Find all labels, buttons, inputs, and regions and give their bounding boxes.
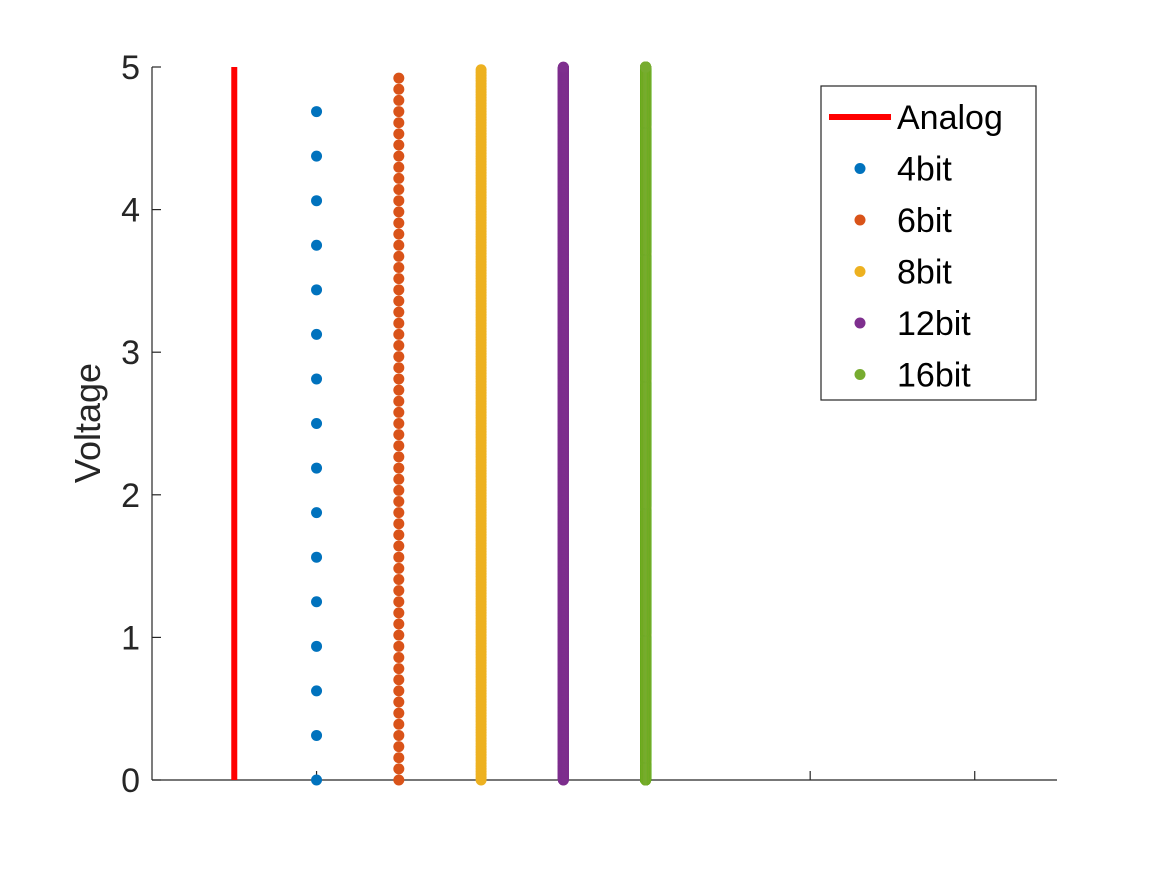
data-point [311,106,322,117]
data-point [393,418,404,429]
data-point [393,173,404,184]
data-point [393,429,404,440]
data-point [393,552,404,563]
data-point [393,518,404,529]
data-point [393,619,404,630]
data-point [393,329,404,340]
data-point [393,763,404,774]
data-point [393,84,404,95]
y-tick-label: 4 [121,192,140,230]
y-tick-labels: 0 1 2 3 4 5 [121,49,140,800]
data-point [393,607,404,618]
data-point [393,463,404,474]
data-point [393,641,404,652]
data-point [393,697,404,708]
data-point [311,195,322,206]
data-point [311,329,322,340]
data-point [311,641,322,652]
data-point [393,563,404,574]
data-point [393,206,404,217]
data-point [311,240,322,251]
data-point [311,507,322,518]
data-point [393,596,404,607]
data-point [393,407,404,418]
y-tick-label: 0 [121,762,140,800]
data-point [393,128,404,139]
data-point [393,440,404,451]
data-point [393,652,404,663]
data-point [393,184,404,195]
data-point [393,474,404,485]
data-point [393,117,404,128]
data-point [393,307,404,318]
y-axis-label: Voltage [67,363,108,483]
data-point [393,217,404,228]
y-tick-label: 1 [121,619,140,657]
data-point [311,418,322,429]
data-point [393,775,404,786]
data-point [393,496,404,507]
data-point [393,195,404,206]
data-point [311,775,322,786]
data-point [311,552,322,563]
data-point [311,685,322,696]
series-6bit [393,73,404,786]
data-point [393,396,404,407]
data-point [476,64,487,75]
data-point [393,663,404,674]
data-point [393,752,404,763]
data-point [393,719,404,730]
data-point [393,262,404,273]
data-point [393,318,404,329]
data-point [393,139,404,150]
data-point [311,730,322,741]
y-tick-label: 5 [121,49,140,87]
data-point [393,585,404,596]
data-point [311,373,322,384]
data-point [393,730,404,741]
data-point [393,95,404,106]
data-point [393,251,404,262]
data-point [393,485,404,496]
data-point [393,284,404,295]
data-point [393,685,404,696]
data-point [393,541,404,552]
data-point [311,151,322,162]
data-point [393,351,404,362]
data-point [311,284,322,295]
data-point [393,373,404,384]
data-point [311,596,322,607]
data-point [393,574,404,585]
data-point [393,385,404,396]
data-point [393,507,404,518]
data-point [393,741,404,752]
series-4bit [311,106,322,785]
y-tick-label: 3 [121,334,140,372]
data-point [393,529,404,540]
plot-area [234,62,651,786]
data-point [393,362,404,373]
data-point [393,162,404,173]
data-point [393,295,404,306]
data-point [393,240,404,251]
series-12bit [558,62,569,786]
data-point [393,630,404,641]
y-tick-label: 2 [121,477,140,515]
data-point [393,708,404,719]
data-point [393,674,404,685]
series-8bit [476,64,487,785]
data-point [393,451,404,462]
data-point [393,229,404,240]
data-point [393,273,404,284]
data-point [393,106,404,117]
data-point [393,340,404,351]
data-point [393,73,404,84]
data-point [393,151,404,162]
data-point [311,463,322,474]
